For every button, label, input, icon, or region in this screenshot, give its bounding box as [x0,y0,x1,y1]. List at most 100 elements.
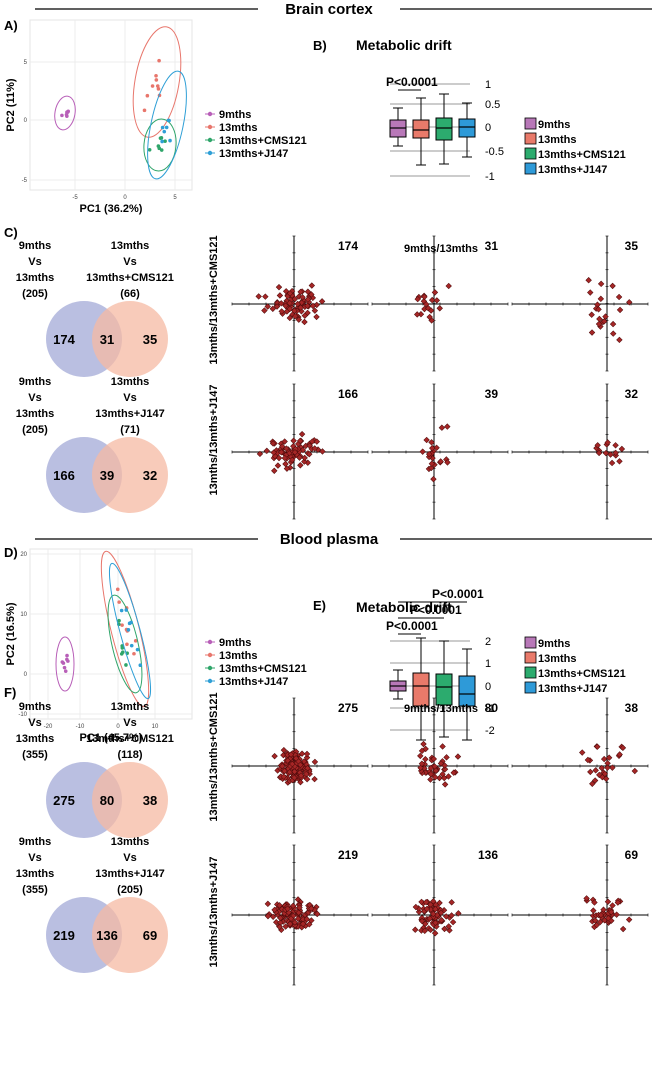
venn-right-title: (66) [120,288,140,300]
scatter-point [308,905,315,912]
x-tick-label: -10 [76,724,85,730]
scatter-point [303,754,311,761]
pca-point [157,146,162,151]
pca-point [117,600,121,604]
scatter-point [437,458,444,465]
legend-label: 13mths [538,653,577,665]
scatter-point [433,297,441,304]
scatter-point [596,918,604,926]
scatter-point [609,902,616,909]
scatter-point [280,773,287,780]
scatter-point [610,330,617,337]
scatter-point [604,439,611,446]
scatter-point [427,307,435,314]
scatter-point [587,289,594,296]
legend-marker [207,678,213,684]
drift-y-tick: -1 [485,171,495,183]
pca-point [135,647,140,652]
scatter-point [441,766,449,773]
drift-box [435,673,453,706]
scatter-point [273,303,281,310]
scatter-point [289,902,297,909]
scatter-count: 69 [625,848,639,862]
scatter-point [423,905,431,913]
legend-label: 13mths+CMS121 [219,663,307,675]
pca-point [64,112,69,117]
scatter-point [437,760,445,767]
scatter-point [281,454,288,462]
scatter-point [616,458,623,465]
venn-right-title: 13mths [111,240,150,252]
x-tick-label: 0 [116,724,120,730]
scatter-point [292,755,300,762]
scatter-point [295,915,302,922]
venn-right-title: Vs [123,717,136,729]
scatter-point [270,449,277,456]
scatter-point [427,901,434,908]
y-tick-label: 20 [20,552,27,558]
scatter-row-label: 13mths/13mths+J147 [208,857,220,968]
x-tick-label: -20 [44,724,53,730]
scatter-point [616,306,624,314]
scatter-point [604,764,611,771]
scatter-count: 31 [485,239,499,253]
scatter-point [626,299,633,306]
venn-right-title: Vs [123,852,136,864]
scatter-point [291,307,298,314]
venn-overlap-count: 31 [100,332,114,347]
scatter-point [284,905,291,912]
scatter-point [282,302,289,309]
scatter-point [295,909,302,916]
legend-marker [207,150,213,156]
scatter-point [423,301,430,308]
pca-point [155,84,160,88]
scatter-point [284,757,291,764]
scatter-point [588,311,595,318]
drift-y-tick: -1 [485,703,495,715]
venn-left-title: Vs [28,717,41,729]
drift-title: Metabolic drift [356,37,452,53]
scatter-point [290,437,297,444]
group-ellipse [132,26,182,138]
pca-point [63,669,68,673]
scatter-point [298,750,306,757]
p-value-label: P<0.0001 [386,619,438,633]
group-ellipse [147,70,187,180]
scatter-point [414,295,421,303]
scatter-point [303,750,311,758]
venn-left-title: (205) [22,288,48,300]
drift-box [458,118,476,138]
venn-right-count: 38 [143,793,157,808]
scatter-point [594,743,601,750]
scatter-point [291,768,298,775]
scatter-point [286,314,293,322]
venn-left-title: 13mths [16,272,55,284]
pca-point [126,628,131,632]
scatter-point [280,746,288,754]
venn-right-title: Vs [123,392,136,404]
pca-point [154,73,158,78]
scatter-point [428,464,435,472]
scatter-point [286,769,293,776]
scatter-point [281,767,288,775]
venn-left-title: 9mths [19,701,51,713]
scatter-point [602,449,610,457]
scatter-point [432,919,439,926]
y-tick-label: 5 [24,60,28,66]
pca-point [158,136,163,140]
scatter-point [282,460,289,468]
scatter-point [609,320,617,328]
pca-point [162,129,167,134]
section-title-plasma: Blood plasma [280,531,379,548]
legend-label: 13mths+J147 [219,148,288,160]
scatter-point [592,767,599,774]
scatter-point [614,899,622,906]
venn-left-title: 13mths [16,408,55,420]
scatter-point [276,923,283,931]
venn-left-title: 9mths [19,836,51,848]
scatter-point [592,917,599,924]
scatter-point [287,915,295,922]
legend-swatch [524,117,537,130]
